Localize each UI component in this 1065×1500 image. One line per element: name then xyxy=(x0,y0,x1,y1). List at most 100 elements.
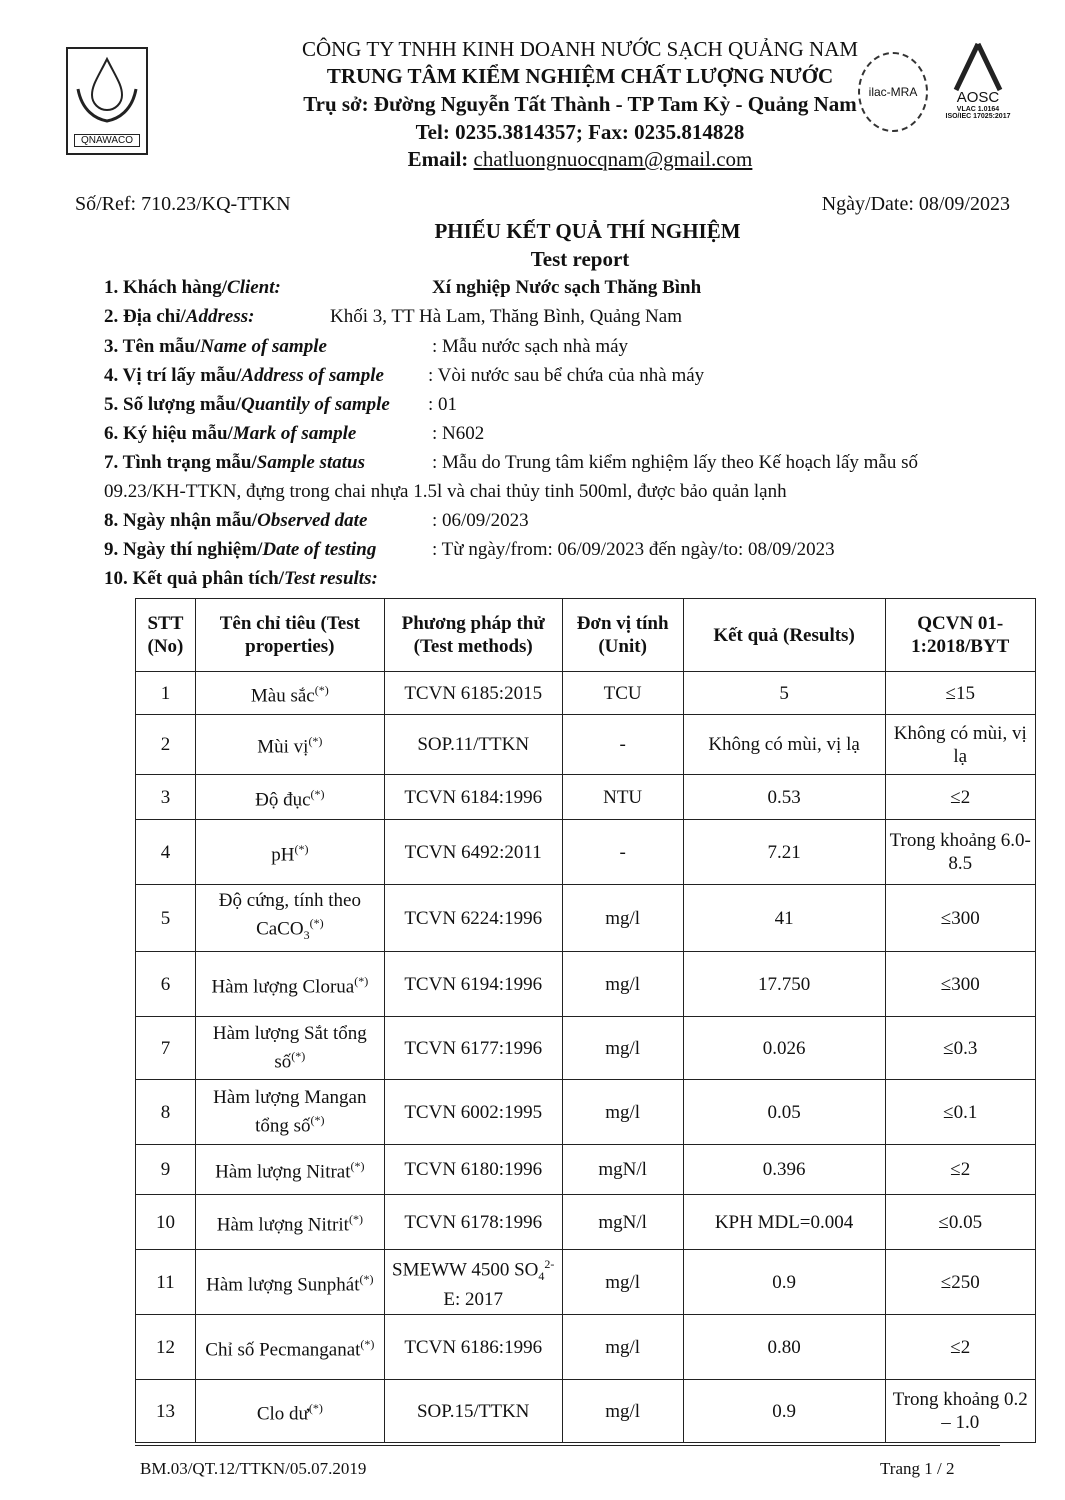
test-method: TCVN 6186:1996 xyxy=(383,1314,563,1380)
info-label-en: Address of sample xyxy=(241,365,384,386)
info-label: 8. Ngày nhận mẫu/ xyxy=(104,510,258,531)
test-method: SMEWW 4500 SO42- E: 2017 xyxy=(383,1249,563,1315)
report-date: Ngày/Date: 08/09/2023 xyxy=(821,193,1010,215)
unit: - xyxy=(561,714,684,775)
qcvn-limit: Trong khoảng 0.2 – 1.0 xyxy=(884,1379,1036,1443)
info-value: : Vòi nước sau bể chứa của nhà máy xyxy=(428,365,705,386)
table-header-row: STT (No) Tên chỉ tiêu (Test properties) Ph… xyxy=(135,598,1036,672)
test-method: TCVN 6002:1995 xyxy=(383,1079,563,1145)
unit: mg/l xyxy=(561,1379,684,1443)
info-line: 2. Địa chỉ/Address: Khối 3, TT Hà Lam, Th… xyxy=(104,306,682,328)
accredited-mark: (*) xyxy=(310,1113,325,1128)
table-row: 2 Mùi vị(*) SOP.11/TTKN - Không có mùi, vị l… xyxy=(135,714,1036,775)
info-line: 3. Tên mẫu/Name of sample: Mẫu nước sạch… xyxy=(104,336,628,358)
result: 7.21 xyxy=(682,819,886,885)
accredited-mark: (*) xyxy=(360,1336,375,1351)
accredited-mark: (*) xyxy=(291,1049,306,1064)
info-value: : 01 xyxy=(428,394,458,415)
info-value: : N602 xyxy=(432,423,485,444)
aosc-triangle-icon xyxy=(953,42,1003,92)
test-property: Mùi vị(*) xyxy=(194,714,385,775)
row-number: 9 xyxy=(135,1144,196,1195)
qcvn-limit: Không có mùi, vị lạ xyxy=(884,714,1036,775)
result: 41 xyxy=(682,884,886,952)
info-line: 5. Số lượng mẫu/Quantily of sample: 01 xyxy=(104,394,457,416)
info-label-en: Date of testing xyxy=(262,539,377,560)
info-label-en: Observed date xyxy=(257,510,368,531)
row-number: 2 xyxy=(135,714,196,775)
table-row: 7 Hàm lượng Sắt tổng số(*) TCVN 6177:1996 m… xyxy=(135,1016,1036,1080)
info-line: 8. Ngày nhận mẫu/Observed date: 06/09/20… xyxy=(104,510,529,532)
test-method: SOP.11/TTKN xyxy=(383,714,563,775)
test-method: TCVN 6224:1996 xyxy=(383,884,563,952)
info-label: 5. Số lượng mẫu/ xyxy=(104,394,242,415)
info-label-en: Client: xyxy=(227,277,281,298)
column-header: Kết quả (Results) xyxy=(682,598,886,672)
accredited-mark: (*) xyxy=(309,915,324,930)
test-property: Hàm lượng Clorua(*) xyxy=(194,951,385,1017)
contact-phone-fax: Tel: 0235.3814357; Fax: 0235.814828 xyxy=(415,120,745,144)
qcvn-limit: ≤300 xyxy=(884,951,1036,1017)
info-label: 4. Vị trí lấy mẫu/ xyxy=(104,365,242,386)
test-method: TCVN 6178:1996 xyxy=(383,1194,563,1250)
table-row: 13 Clo dư(*) SOP.15/TTKN mg/l 0.9 Trong khoản… xyxy=(135,1379,1036,1443)
accredited-mark: (*) xyxy=(294,841,309,856)
email-link[interactable]: chatluongnuocqnam@gmail.com xyxy=(473,147,753,171)
result: 0.80 xyxy=(682,1314,886,1380)
unit: mg/l xyxy=(561,1314,684,1380)
test-property: Màu sắc(*) xyxy=(194,671,385,715)
test-property: Độ cứng, tính theo CaCO3(*) xyxy=(194,884,385,952)
unit: mg/l xyxy=(561,1249,684,1315)
unit: TCU xyxy=(561,671,684,715)
qcvn-limit: ≤0.3 xyxy=(884,1016,1036,1080)
table-row: 9 Hàm lượng Nitrat(*) TCVN 6180:1996 mgN/l 0… xyxy=(135,1144,1036,1195)
info-label: 3. Tên mẫu/ xyxy=(104,336,201,357)
qcvn-limit: ≤0.1 xyxy=(884,1079,1036,1145)
qcvn-limit: ≤250 xyxy=(884,1249,1036,1315)
ilac-mra-logo: ilac-MRA xyxy=(858,52,928,132)
water-drop-hands-icon xyxy=(76,56,138,123)
accredited-mark: (*) xyxy=(314,682,329,697)
test-method: SOP.15/TTKN xyxy=(383,1379,563,1443)
info-line: 7. Tình trạng mẫu/Sample status: Mẫu do … xyxy=(104,452,918,474)
info-line: 9. Ngày thí nghiệm/Date of testing: Từ n… xyxy=(104,539,835,561)
table-row: 6 Hàm lượng Clorua(*) TCVN 6194:1996 mg/l 17… xyxy=(135,951,1036,1017)
info-value: 09.23/KH-TTKN, đựng trong chai nhựa 1.5l… xyxy=(104,481,787,502)
form-code: BM.03/QT.12/TTKN/05.07.2019 xyxy=(140,1459,367,1478)
unit: mgN/l xyxy=(561,1194,684,1250)
accredited-mark: (*) xyxy=(350,1159,365,1174)
result: 0.026 xyxy=(682,1016,886,1080)
test-property: Độ đục(*) xyxy=(194,774,385,820)
contact-email: Email: chatluongnuocqnam@gmail.com xyxy=(150,146,1010,173)
test-method: TCVN 6194:1996 xyxy=(383,951,563,1017)
test-property: Hàm lượng Sunphát(*) xyxy=(194,1249,385,1315)
info-value: : Mẫu nước sạch nhà máy xyxy=(432,336,629,357)
qcvn-limit: ≤2 xyxy=(884,1314,1036,1380)
test-property: Hàm lượng Sắt tổng số(*) xyxy=(194,1016,385,1080)
info-label: 10. Kết quả phân tích/ xyxy=(104,568,285,589)
result: 17.750 xyxy=(682,951,886,1017)
qcvn-limit: ≤2 xyxy=(884,774,1036,820)
info-label: 1. Khách hàng/ xyxy=(104,277,228,298)
row-number: 10 xyxy=(135,1194,196,1250)
row-number: 7 xyxy=(135,1016,196,1080)
info-line: 09.23/KH-TTKN, đựng trong chai nhựa 1.5l… xyxy=(104,481,787,503)
test-property: Chỉ số Pecmanganat(*) xyxy=(194,1314,385,1380)
page-number: Trang 1 / 2 xyxy=(880,1459,955,1478)
result: 0.396 xyxy=(682,1144,886,1195)
table-row: 3 Độ đục(*) TCVN 6184:1996 NTU 0.53 ≤2 xyxy=(135,774,1036,820)
footer-divider xyxy=(135,1445,1000,1446)
report-title: PHIẾU KẾT QUẢ THÍ NGHIỆM xyxy=(434,219,741,243)
info-label: 9. Ngày thí nghiệm/ xyxy=(104,539,263,560)
row-number: 11 xyxy=(135,1249,196,1315)
result: Không có mùi, vị lạ xyxy=(682,714,886,775)
test-property: Clo dư(*) xyxy=(194,1379,385,1443)
head-office-address: Trụ sở: Đường Nguyễn Tất Thành - TP Tam … xyxy=(303,92,857,116)
qcvn-limit: ≤15 xyxy=(884,671,1036,715)
row-number: 4 xyxy=(135,819,196,885)
info-line: 6. Ký hiệu mẫu/Mark of sample: N602 xyxy=(104,423,484,445)
info-value: : Mẫu do Trung tâm kiểm nghiệm lấy theo … xyxy=(432,452,919,473)
qcvn-limit: Trong khoảng 6.0-8.5 xyxy=(884,819,1036,885)
test-method: TCVN 6185:2015 xyxy=(383,671,563,715)
